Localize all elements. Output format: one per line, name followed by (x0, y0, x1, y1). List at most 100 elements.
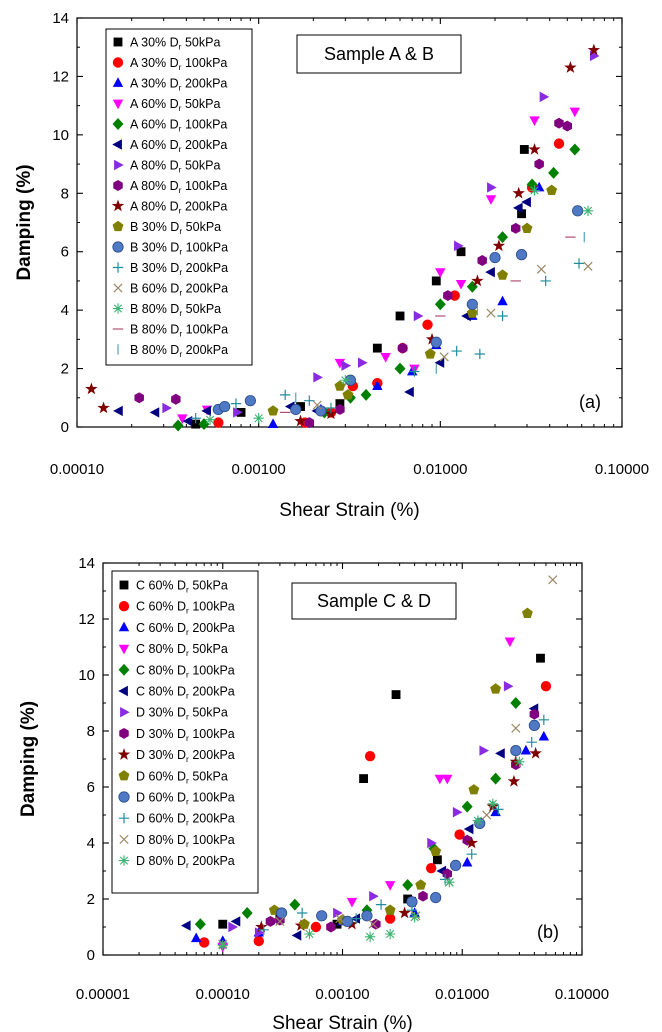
legend-entry-rest: 50kPa (182, 220, 221, 234)
data-point (471, 274, 484, 287)
legend-marker (113, 37, 123, 47)
data-point (335, 404, 345, 415)
data-point (487, 182, 497, 193)
series-9 (267, 184, 558, 416)
series-1 (213, 138, 565, 428)
legend-entry-main: B 60% D (130, 282, 179, 296)
data-point (294, 414, 307, 427)
y-tick-label: 4 (87, 835, 95, 852)
data-point (97, 401, 110, 414)
data-point (333, 907, 343, 919)
legend-entry-main: B 30% D (130, 261, 179, 275)
legend-marker (112, 303, 124, 314)
data-point (456, 247, 466, 257)
legend-entry: A 60% Dr 100kPa (130, 118, 227, 134)
legend-entry-rest: 200kPa (189, 621, 235, 635)
data-point (409, 912, 420, 923)
data-point (435, 268, 446, 278)
data-point (439, 352, 449, 362)
data-point (341, 360, 352, 371)
data-point (493, 804, 504, 815)
data-point (404, 386, 414, 398)
legend-marker (112, 139, 122, 150)
data-point (495, 748, 505, 759)
legend-entry: C 60% Dr 100kPa (136, 600, 235, 616)
series-7 (134, 117, 573, 429)
data-point (418, 890, 428, 902)
data-point (569, 143, 581, 156)
data-point (267, 418, 279, 428)
legend-box (111, 570, 259, 894)
data-point (528, 142, 541, 155)
data-point (529, 185, 540, 196)
data-point (298, 918, 310, 929)
x-tick-label: 0.00100 (232, 461, 286, 478)
legend-entry-rest: 100kPa (189, 833, 235, 847)
legend-entry-subscript: r (179, 349, 182, 359)
legend-entry-main: D 60% D (136, 812, 186, 826)
legend-entry: D 60% Dr 50kPa (136, 769, 228, 785)
data-point (409, 366, 420, 377)
data-point (204, 414, 216, 425)
data-point (218, 919, 228, 929)
legend-entry: B 30% Dr 100kPa (130, 241, 228, 257)
data-point (171, 393, 181, 405)
data-point (422, 319, 433, 330)
legend-entry: A 30% Dr 50kPa (130, 36, 220, 52)
data-point (280, 389, 291, 401)
data-point (490, 683, 502, 694)
data-point (465, 836, 478, 849)
legend-entry-rest: 200kPa (182, 343, 228, 357)
y-tick-label: 0 (87, 947, 95, 964)
data-point (482, 810, 492, 820)
legend-marker (118, 791, 130, 803)
data-point (241, 907, 253, 919)
data-point (149, 407, 160, 418)
legend-entry-subscript: r (179, 226, 182, 236)
y-tick-label: 8 (61, 185, 69, 202)
data-point (253, 935, 264, 947)
legend-entry-main: C 60% D (136, 600, 186, 614)
data-point (134, 392, 144, 404)
data-point (454, 240, 464, 252)
data-point (172, 419, 184, 432)
legend-entry-subscript: r (186, 627, 189, 637)
legend-marker (117, 748, 131, 760)
legend-entry-main: A 60% D (130, 97, 179, 111)
legend-entry-main: C 80% D (136, 663, 186, 677)
data-point (359, 774, 369, 784)
data-point (335, 914, 345, 924)
legend-entry-rest: 100kPa (189, 727, 235, 741)
data-point (490, 772, 502, 785)
data-point (199, 937, 210, 948)
legend-entry: B 80% Dr 50kPa (130, 302, 221, 318)
data-point (515, 249, 528, 261)
panel-label: (b) (537, 922, 559, 942)
data-point (364, 751, 376, 762)
data-point (546, 184, 558, 195)
legend-entry: D 60% Dr 100kPa (136, 791, 235, 807)
legend-entry-rest: 100kPa (189, 663, 235, 677)
data-point (479, 745, 490, 756)
data-point (510, 222, 521, 234)
data-point (380, 352, 391, 363)
legend-entry-rest: 50kPa (189, 706, 228, 720)
data-point (371, 918, 381, 930)
data-point (113, 405, 123, 417)
legend-entry: A 30% Dr 100kPa (130, 56, 227, 72)
data-point (529, 746, 542, 759)
legend-box (105, 28, 253, 366)
data-point (325, 402, 337, 414)
data-point (201, 405, 211, 417)
legend-entry-subscript: r (179, 144, 182, 154)
data-point (316, 910, 328, 922)
data-point (497, 295, 508, 306)
data-point (497, 231, 508, 244)
data-point (444, 877, 455, 888)
data-point (427, 837, 437, 849)
data-point (521, 222, 533, 233)
data-point (510, 744, 522, 757)
data-point (529, 116, 540, 126)
sample-annotation: Sample C & D (317, 591, 431, 611)
data-point (492, 239, 506, 252)
